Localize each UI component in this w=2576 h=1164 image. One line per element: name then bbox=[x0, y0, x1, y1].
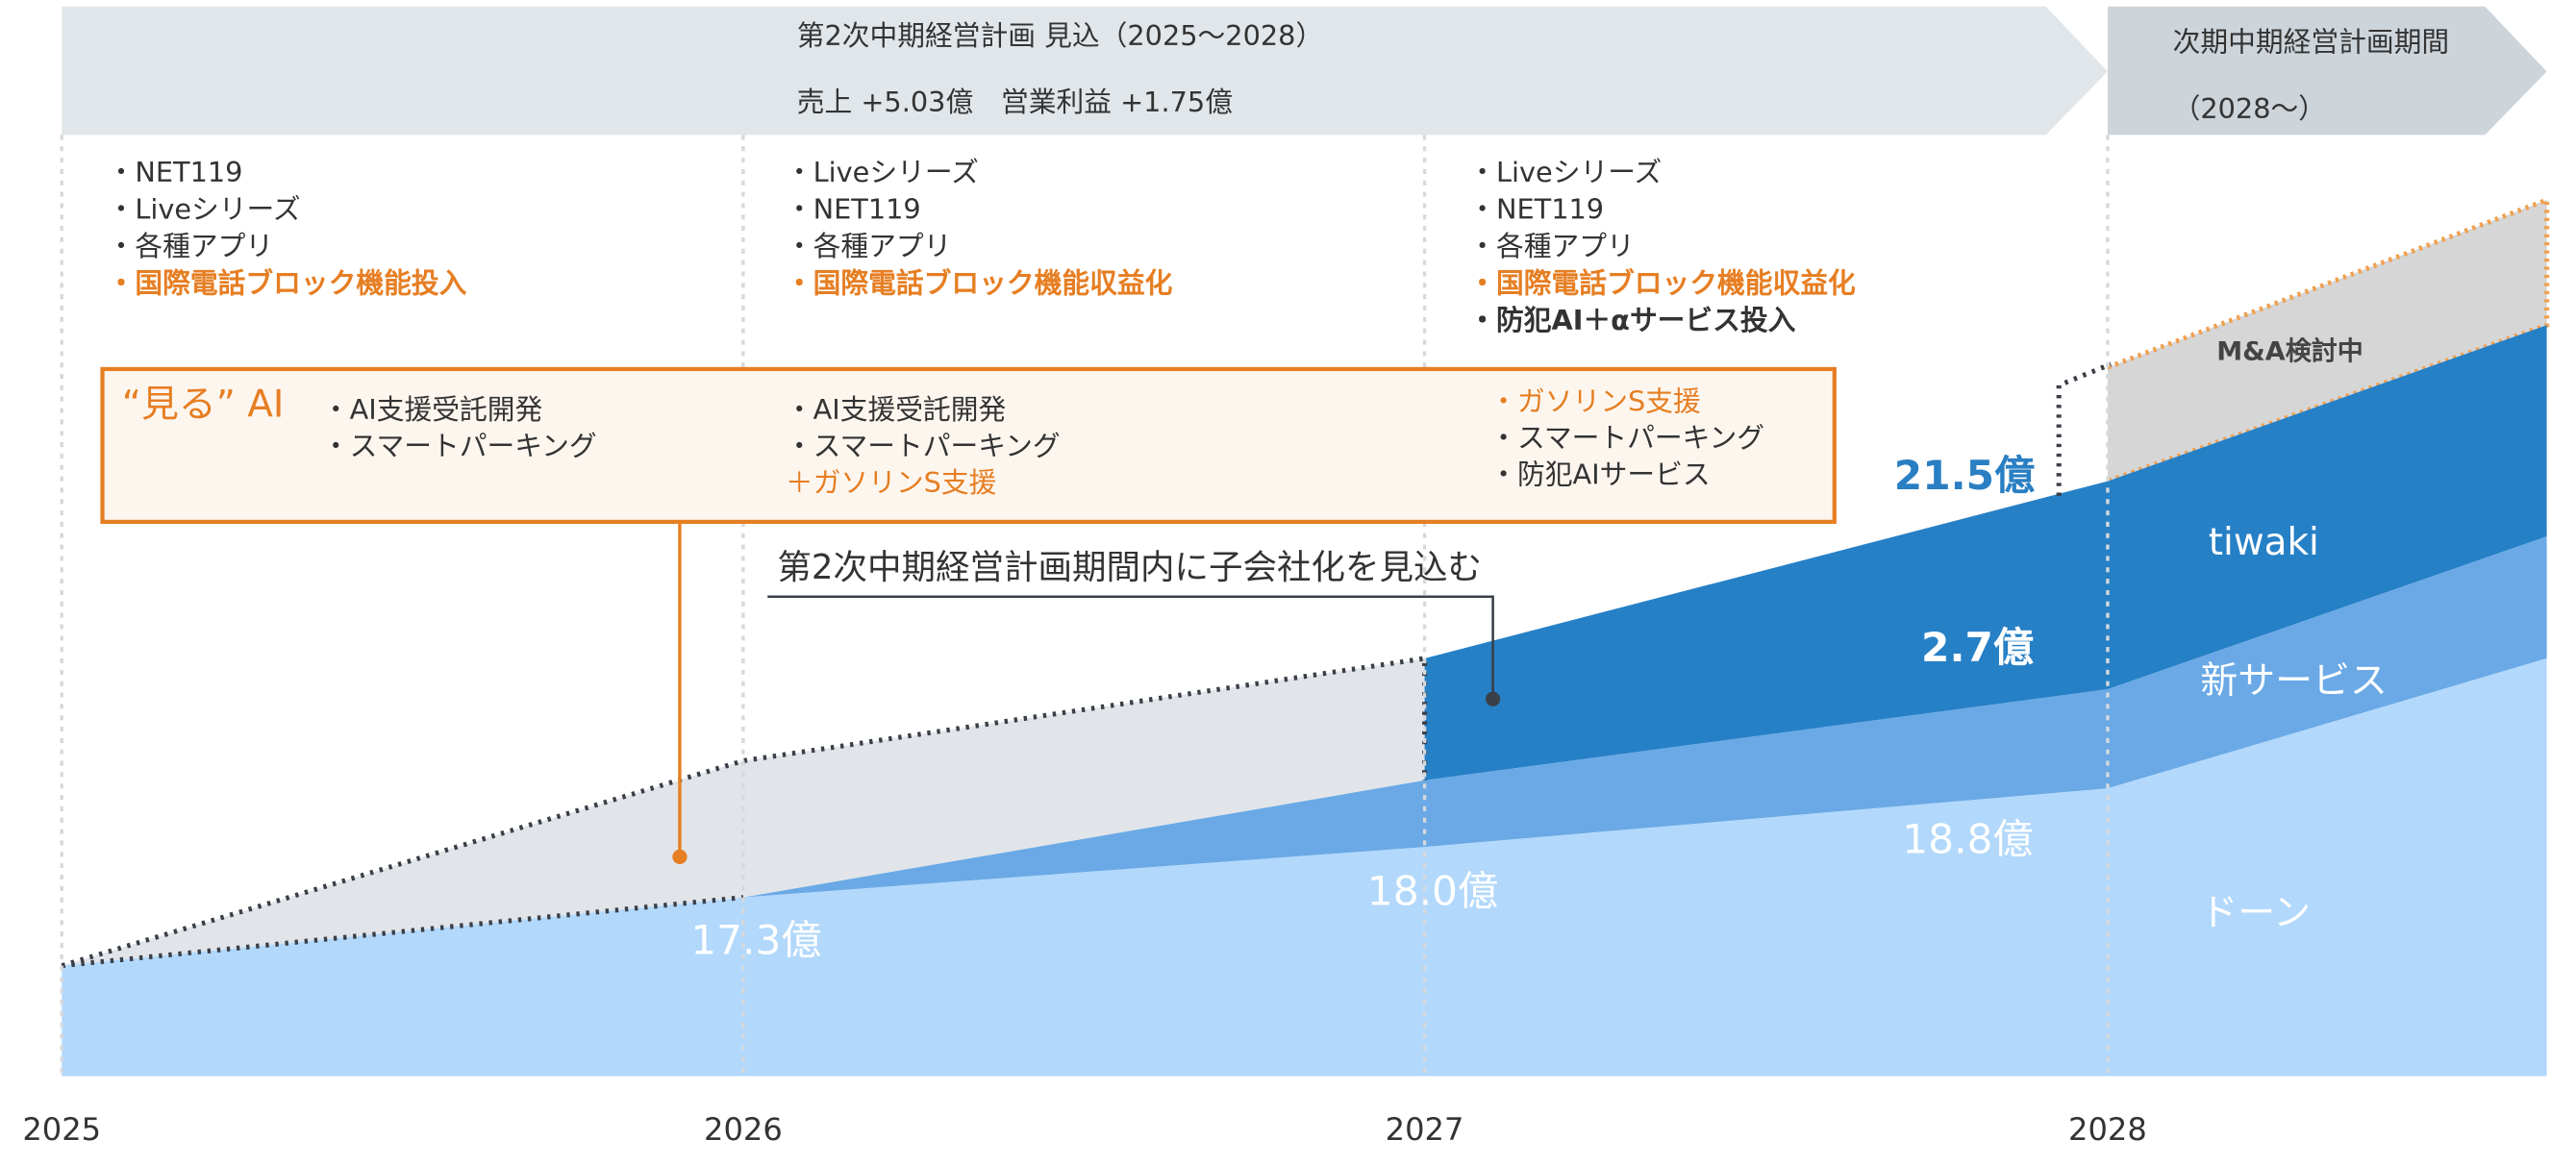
layer-label: tiwaki bbox=[2209, 521, 2319, 564]
product-item: ・NET119 bbox=[108, 156, 243, 188]
value-label: 18.8億 bbox=[1902, 816, 2033, 863]
note-connector bbox=[767, 595, 1494, 700]
year-label: 2025 bbox=[22, 1111, 101, 1148]
value-label: 21.5億 bbox=[1894, 452, 2036, 499]
new-service-area bbox=[742, 536, 2547, 898]
product-item: ・国際電話ブロック機能収益化 bbox=[1468, 267, 1856, 300]
product-item: ・Liveシリーズ bbox=[108, 193, 301, 226]
product-item: ・Liveシリーズ bbox=[1468, 156, 1662, 188]
ma-line bbox=[2056, 361, 2113, 496]
product-item: ・NET119 bbox=[1468, 193, 1604, 226]
banner-subtitle: 売上 +5.03億 営業利益 +1.75億 bbox=[797, 86, 1233, 118]
ai-item: ・スマートパーキング bbox=[786, 430, 1061, 462]
ai-item: ・スマートパーキング bbox=[322, 430, 597, 462]
banner-title: 第2次中期経営計画 見込（2025〜2028） bbox=[797, 19, 1324, 52]
ai-item: ・AI支援受託開発 bbox=[786, 393, 1006, 426]
product-item: ・各種アプリ bbox=[108, 230, 274, 262]
ai-item: ＋ガソリンS支援 bbox=[786, 466, 997, 499]
product-item: ・国際電話ブロック機能投入 bbox=[108, 267, 467, 300]
plan-banner bbox=[62, 6, 2108, 136]
product-item: ・NET119 bbox=[786, 193, 921, 226]
ai-item: ・防犯AIサービス bbox=[1489, 458, 1710, 491]
ai-item: ・スマートパーキング bbox=[1489, 422, 1764, 455]
drone-area bbox=[62, 657, 2547, 1077]
product-item: ・Liveシリーズ bbox=[786, 156, 979, 188]
value-label: 17.3億 bbox=[690, 916, 821, 963]
next-title: 次期中期経営計画期間 bbox=[2173, 26, 2450, 59]
layer-label: ドーン bbox=[2200, 892, 2311, 935]
subsidiary-note: 第2次中期経営計画期間内に子会社化を見込む bbox=[777, 548, 1482, 587]
ai-box bbox=[100, 366, 1837, 525]
ai-item: ・ガソリンS支援 bbox=[1489, 384, 1701, 417]
year-label: 2027 bbox=[1386, 1111, 1464, 1148]
plan-line bbox=[61, 656, 1428, 969]
next-period: （2028〜） bbox=[2173, 92, 2326, 125]
ai-label: “見る” AI bbox=[122, 383, 285, 426]
value-label: 2.7億 bbox=[1921, 624, 2034, 671]
next-banner bbox=[2107, 6, 2547, 136]
base-line bbox=[61, 895, 744, 969]
layer-label: M&A検討中 bbox=[2216, 336, 2363, 367]
value-label: 18.0億 bbox=[1367, 868, 1498, 915]
product-item: ・各種アプリ bbox=[1468, 230, 1635, 262]
note-dot bbox=[1485, 691, 1501, 706]
ai-dot bbox=[672, 849, 688, 864]
ai-item: ・AI支援受託開発 bbox=[322, 393, 542, 426]
plan-area bbox=[62, 657, 1425, 966]
product-item: ・各種アプリ bbox=[786, 230, 952, 262]
product-item: ・国際電話ブロック機能収益化 bbox=[786, 267, 1173, 300]
layer-label: 新サービス bbox=[2200, 659, 2387, 703]
ma-area bbox=[2107, 200, 2547, 482]
product-item: ・防犯AI＋αサービス投入 bbox=[1468, 304, 1795, 336]
year-label: 2028 bbox=[2068, 1111, 2147, 1148]
year-label: 2026 bbox=[704, 1111, 783, 1148]
tiwaki-area bbox=[1424, 325, 2547, 780]
